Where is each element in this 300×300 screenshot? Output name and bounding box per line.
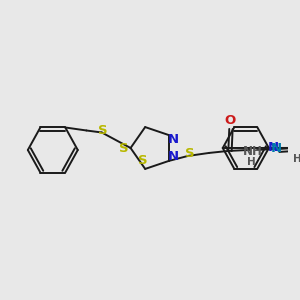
Text: NH: NH bbox=[242, 146, 262, 158]
Text: N: N bbox=[168, 150, 179, 164]
Text: S: S bbox=[98, 124, 107, 137]
Text: N: N bbox=[271, 142, 282, 155]
Text: H: H bbox=[247, 157, 256, 167]
Text: S: S bbox=[185, 147, 195, 161]
Text: N: N bbox=[268, 141, 279, 154]
Text: N: N bbox=[168, 133, 179, 146]
Text: S: S bbox=[119, 142, 129, 154]
Text: S: S bbox=[138, 154, 148, 167]
Text: H: H bbox=[293, 154, 300, 164]
Text: O: O bbox=[225, 114, 236, 128]
